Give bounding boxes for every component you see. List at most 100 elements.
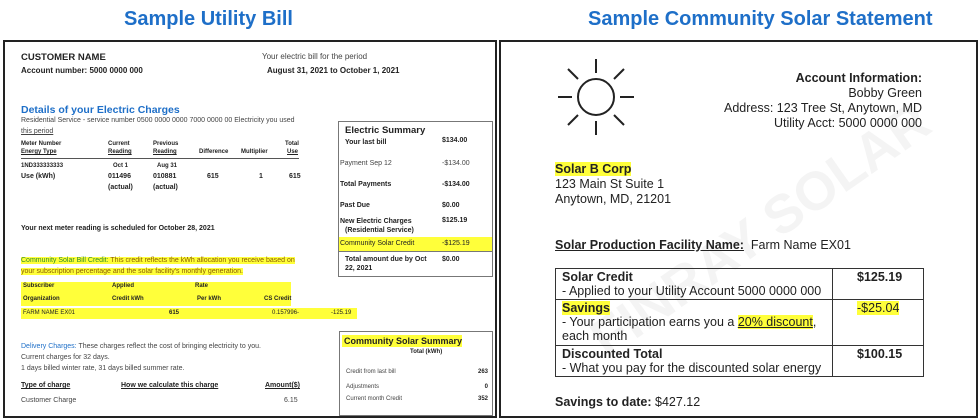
delivery-line: Delivery Charges: These charges reflect … — [21, 343, 261, 350]
delivery-header: How we calculate this charge — [121, 382, 219, 389]
statement-table: Solar Credit - Applied to your Utility Ac… — [555, 268, 924, 377]
delivery-days: Current charges for 32 days. — [21, 354, 110, 361]
service-line-2: this period — [21, 128, 54, 135]
sun-icon — [558, 59, 634, 135]
multiplier: 1 — [259, 173, 263, 180]
electric-summary-box: Electric Summary Your last bill $134.00 … — [338, 121, 493, 277]
cs-summary-value: 263 — [477, 369, 488, 375]
cs-header: Organization — [23, 296, 60, 302]
summary-value: $125.19 — [442, 217, 468, 224]
summary-label: Past Due — [340, 202, 370, 209]
delivery-desc: These charges reflect the cost of bringi… — [76, 343, 261, 350]
solar-credit-row: Solar Credit - Applied to your Utility Ac… — [555, 268, 924, 300]
solar-statement-title: Sample Community Solar Statement — [588, 8, 933, 30]
customer-name: Bobby Green — [848, 86, 922, 100]
current-reading: 011496 — [108, 173, 131, 180]
applied-credit-kwh: 615 — [169, 310, 180, 316]
meter-header: Reading — [153, 149, 177, 155]
cs-summary-value: 0 — [484, 384, 488, 390]
cs-credit-text: Community Solar Bill Credit: This credit… — [21, 257, 295, 264]
row-desc: - What you pay for the discounted solar … — [562, 361, 822, 375]
cs-credit-header — [21, 282, 291, 306]
cs-summary-label: Current month Credit — [346, 396, 403, 402]
savings-to-date: Savings to date: $427.12 — [555, 395, 700, 409]
row-desc: - Applied to your Utility Account 5000 0… — [562, 284, 822, 298]
summary-label: New Electric Charges — [340, 218, 412, 225]
summary-value: $0.00 — [442, 202, 460, 209]
energy-type: Use (kWh) — [21, 173, 56, 180]
facility-label: Solar Production Facility Name: — [555, 238, 744, 252]
delivery-header: Amount($) — [265, 382, 300, 389]
cs-credit-label: Community Solar Bill Credit: — [21, 257, 109, 264]
farm-name: FARM NAME EX01 — [23, 310, 76, 316]
summary-label: (Residential Service) — [345, 227, 414, 234]
facility-line: Solar Production Facility Name: Farm Nam… — [555, 238, 851, 252]
meter-number: 1ND333333333 — [21, 163, 64, 169]
cs-credit-amount: -125.19 — [331, 310, 352, 316]
charge-type: Customer Charge — [21, 397, 77, 404]
row-value: -$25.04 — [857, 301, 900, 315]
details-heading: Details of your Electric Charges — [21, 104, 180, 116]
solar-statement-document: FINRAY SOLAR Account Information: Bobby … — [499, 40, 978, 418]
customer-address: Address: 123 Tree St, Anytown, MD — [723, 101, 922, 115]
account-info: Account Information: Bobby Green Address… — [724, 71, 922, 131]
summary-label: Your last bill — [345, 139, 387, 146]
summary-value: $134.00 — [442, 137, 468, 144]
previous-reading: 010881 — [153, 173, 177, 180]
reading-status: (actual) — [153, 184, 178, 191]
billing-period: August 31, 2021 to October 1, 2021 — [267, 66, 400, 75]
cs-header: Per kWh — [197, 296, 222, 302]
meter-header: Current — [108, 141, 130, 147]
meter-header: Total — [285, 141, 299, 147]
meter-header: Difference — [199, 149, 229, 155]
row-title: Savings — [562, 301, 610, 315]
row-desc: , each month — [562, 315, 817, 343]
cs-credit-desc: your subscription percentage and the sol… — [21, 268, 243, 275]
meter-header: Use — [287, 149, 299, 155]
row-desc: - Your participation earns you a — [562, 315, 738, 329]
cs-header: Applied — [112, 283, 134, 289]
total-use: 615 — [289, 173, 301, 180]
cs-credit-row: Community Solar Credit -$125.19 — [339, 237, 492, 251]
meter-header: Meter Number — [21, 141, 62, 147]
company-info: Solar B Corp 123 Main St Suite 1 Anytown… — [555, 162, 671, 207]
discount-highlight: 20% discount — [737, 315, 813, 329]
delivery-rates: 1 days billed winter rate, 31 days bille… — [21, 365, 185, 372]
previous-date: Aug 31 — [157, 163, 178, 169]
cs-summary-box: Community Solar Summary Total (kWh) Cred… — [339, 331, 493, 416]
savings-row: Savings - Your participation earns you a … — [555, 299, 924, 346]
summary-value: $0.00 — [442, 256, 460, 263]
row-value: $100.15 — [857, 347, 903, 361]
period-label: Your electric bill for the period — [262, 52, 368, 61]
cs-header: Subscriber — [23, 283, 55, 289]
summary-label: Payment Sep 12 — [340, 160, 392, 167]
delivery-label: Delivery Charges: — [21, 343, 77, 350]
summary-value: -$134.00 — [442, 181, 470, 188]
cs-credit-row — [21, 308, 357, 319]
service-line: Residential Service - service number 050… — [21, 117, 295, 124]
difference: 615 — [207, 173, 219, 180]
cs-summary-title: Community Solar Summary — [342, 335, 463, 347]
account-number: Account number: 5000 0000 000 — [21, 66, 143, 75]
meter-header: Previous — [153, 141, 179, 147]
savings-label: Savings to date: — [555, 395, 652, 409]
divider — [339, 251, 492, 252]
cs-header: CS Credit — [264, 296, 292, 302]
utility-bill-document: CUSTOMER NAME Account number: 5000 0000 … — [3, 40, 497, 418]
summary-value: -$125.19 — [442, 240, 470, 247]
meter-header: Energy Type — [21, 149, 57, 155]
rate-per-kwh: 0.157996- — [272, 310, 300, 316]
discounted-total-row: Discounted Total - What you pay for the d… — [555, 345, 924, 377]
row-title: Solar Credit — [562, 270, 633, 284]
meter-header: Multiplier — [241, 149, 268, 155]
current-date: Oct 1 — [113, 163, 129, 169]
summary-label: 22, 2021 — [345, 265, 373, 272]
meter-header-rule — [21, 158, 299, 159]
meter-header: Reading — [108, 149, 132, 155]
cs-summary-label: Adjustments — [346, 384, 380, 390]
row-title: Discounted Total — [562, 347, 663, 361]
customer-name: CUSTOMER NAME — [21, 52, 106, 63]
delivery-header: Type of charge — [21, 382, 71, 389]
account-info-heading: Account Information: — [795, 71, 922, 85]
electric-summary-title: Electric Summary — [345, 125, 426, 136]
